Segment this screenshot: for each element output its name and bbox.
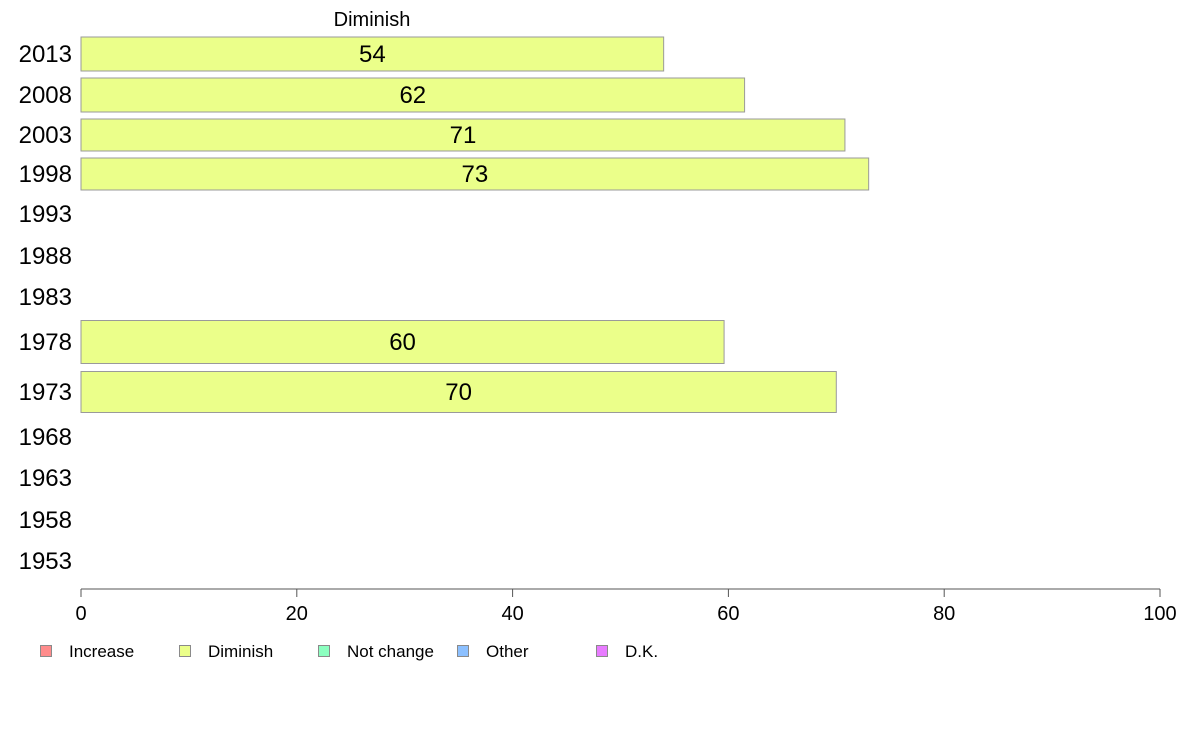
- x-tick-label: 20: [286, 603, 308, 625]
- y-axis-labels: 2013 2008 2003 1998 1993 1988 1983 1978 1973 1968…: [19, 41, 72, 575]
- y-tick-label: 2008: [19, 82, 72, 109]
- legend-label: Not change: [347, 642, 434, 661]
- y-tick-label: 2013: [19, 41, 72, 68]
- y-tick-label: 1993: [19, 201, 72, 228]
- bar-value-label: 73: [461, 161, 488, 188]
- bar: [80, 157, 870, 191]
- bar-value-label: 54: [359, 41, 386, 68]
- x-axis-ticks: 0 20 40 60 80 100: [75, 589, 1177, 625]
- legend-label: Diminish: [208, 642, 274, 661]
- legend-label: Increase: [69, 642, 135, 661]
- x-tick-label: 0: [75, 603, 86, 625]
- y-tick-label: 1968: [19, 424, 72, 451]
- bar-value-label: 60: [389, 329, 416, 356]
- bar: [80, 371, 837, 413]
- y-tick-label: 2003: [19, 122, 72, 149]
- x-tick-label: 100: [1143, 603, 1176, 625]
- x-tick-label: 40: [501, 603, 523, 625]
- legend-label: D.K.: [625, 642, 659, 661]
- legend-label: Other: [486, 642, 529, 661]
- bar-value-label: 62: [399, 82, 426, 109]
- x-tick-label: 60: [717, 603, 739, 625]
- bars-group: 54 62 71 73 60 70: [80, 36, 870, 413]
- y-tick-label: 1963: [19, 465, 72, 492]
- y-tick-label: 1958: [19, 507, 72, 534]
- legend-swatch-diminish: [179, 645, 191, 657]
- bar-value-label: 70: [445, 379, 472, 406]
- y-tick-label: 1973: [19, 379, 72, 406]
- y-tick-label: 1953: [19, 548, 72, 575]
- bar: [80, 320, 725, 364]
- legend-swatch-dk: [596, 645, 608, 657]
- legend-swatch-other: [457, 645, 469, 657]
- legend-swatch-increase: [40, 645, 52, 657]
- series-title: Diminish: [334, 9, 411, 31]
- y-tick-label: 1998: [19, 161, 72, 188]
- bar: [80, 36, 665, 72]
- y-tick-label: 1988: [19, 243, 72, 270]
- bar: [80, 118, 846, 152]
- x-tick-label: 80: [933, 603, 955, 625]
- chart-area: Diminish 54 62 71 73 60 70 2013 2008 2003 1998 19…: [19, 9, 1177, 625]
- bar-value-label: 71: [450, 122, 477, 149]
- legend-swatch-not-change: [318, 645, 330, 657]
- bar: [80, 77, 746, 113]
- y-tick-label: 1978: [19, 329, 72, 356]
- y-tick-label: 1983: [19, 284, 72, 311]
